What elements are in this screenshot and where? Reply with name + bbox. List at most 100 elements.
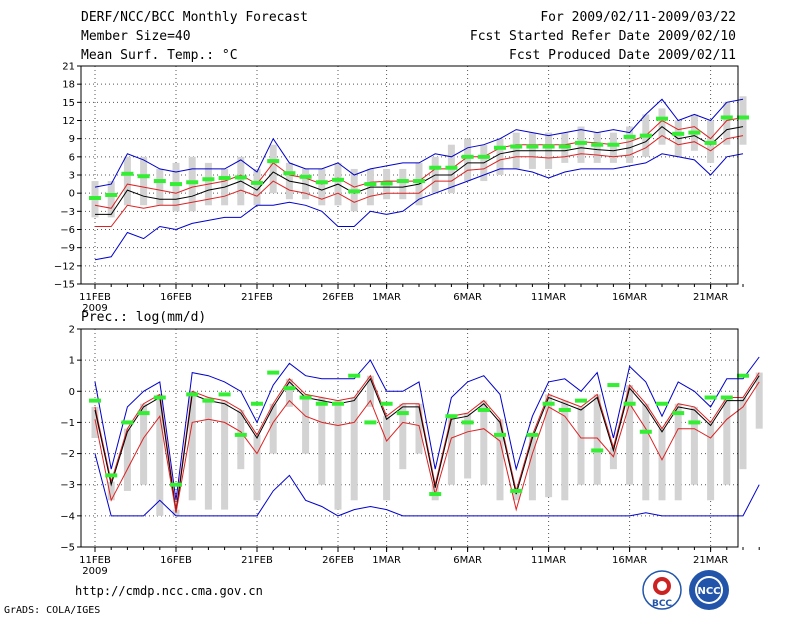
ensemble-bar bbox=[269, 144, 277, 194]
ensemble-bar bbox=[577, 406, 585, 485]
median-marker bbox=[623, 401, 636, 406]
y-tick-label: 1 bbox=[69, 356, 75, 367]
series-min-line bbox=[94, 453, 760, 517]
produced-date: Fcst Produced Date 2009/02/11 bbox=[509, 48, 736, 63]
median-marker bbox=[315, 401, 328, 406]
ensemble-bar bbox=[237, 409, 245, 470]
y-tick-label: 2 bbox=[69, 325, 75, 336]
y-tick-label: 18 bbox=[62, 80, 75, 91]
y-tick-label: −9 bbox=[60, 243, 75, 254]
y-tick-label: 21 bbox=[62, 62, 75, 73]
median-marker bbox=[558, 144, 571, 149]
ensemble-bar bbox=[399, 168, 407, 200]
median-marker bbox=[153, 395, 166, 400]
ensemble-bar bbox=[140, 156, 148, 206]
median-marker bbox=[380, 181, 393, 186]
ensemble-bar bbox=[285, 378, 293, 407]
median-marker bbox=[251, 180, 263, 185]
median-marker bbox=[413, 179, 425, 184]
ensemble-bar bbox=[107, 481, 115, 501]
median-marker bbox=[137, 174, 150, 179]
median-marker bbox=[461, 154, 474, 159]
ensemble-bar bbox=[334, 400, 342, 510]
x-tick-label: 21FEB bbox=[241, 292, 273, 303]
series-lower-line bbox=[94, 381, 760, 513]
ensemble-bar bbox=[221, 400, 229, 510]
median-marker bbox=[558, 407, 571, 412]
median-marker bbox=[704, 140, 717, 145]
x-tick-label: 11MAR bbox=[531, 292, 566, 303]
median-marker bbox=[720, 395, 733, 400]
ensemble-bar bbox=[123, 428, 131, 491]
median-marker bbox=[332, 177, 344, 182]
ensemble-bar bbox=[658, 428, 666, 501]
median-marker bbox=[445, 165, 458, 170]
ensemble-bar bbox=[626, 385, 634, 485]
ensemble-bar bbox=[172, 162, 180, 212]
x-tick-label: 11FEB bbox=[79, 292, 111, 303]
ensemble-bar bbox=[545, 394, 553, 498]
median-marker bbox=[461, 420, 474, 425]
y-tick-label: −12 bbox=[54, 261, 75, 272]
median-marker bbox=[704, 395, 717, 400]
ensemble-bar bbox=[528, 434, 536, 501]
median-marker bbox=[477, 407, 490, 412]
median-marker bbox=[591, 142, 604, 147]
ensemble-bar bbox=[609, 447, 617, 470]
median-marker bbox=[348, 189, 361, 194]
series-max-line bbox=[94, 98, 744, 188]
median-marker bbox=[672, 131, 685, 136]
x-tick-label: 11MAR bbox=[531, 555, 566, 566]
y-tick-label: −1 bbox=[60, 418, 75, 429]
median-marker bbox=[137, 411, 150, 416]
ensemble-bar bbox=[512, 490, 520, 501]
y-tick-label: −3 bbox=[60, 480, 75, 491]
variable-label: Mean Surf. Temp.: °C bbox=[81, 48, 238, 63]
x-tick-label: 21MAR bbox=[693, 292, 728, 303]
ensemble-bar bbox=[690, 406, 698, 485]
median-marker bbox=[89, 398, 101, 403]
median-marker bbox=[542, 144, 555, 149]
ensemble-bar bbox=[561, 400, 569, 501]
y-tick-label: 3 bbox=[69, 171, 75, 182]
year-label: 2009 bbox=[82, 303, 107, 314]
median-marker bbox=[607, 383, 620, 388]
x-tick-label: 1MAR bbox=[372, 555, 401, 566]
started-date: Fcst Started Refer Date 2009/02/10 bbox=[469, 29, 736, 44]
x-tick-label: 11FEB bbox=[79, 555, 111, 566]
ensemble-bar bbox=[302, 394, 310, 454]
median-marker bbox=[396, 411, 409, 416]
median-marker bbox=[445, 414, 458, 419]
forecast-period: For 2009/02/11-2009/03/22 bbox=[540, 10, 736, 25]
median-marker bbox=[526, 144, 539, 149]
median-marker bbox=[737, 373, 749, 378]
grads-credit: GrADS: COLA/IGES bbox=[4, 605, 101, 616]
y-tick-label: −5 bbox=[60, 543, 75, 554]
x-tick-label: 16MAR bbox=[612, 555, 647, 566]
median-marker bbox=[315, 180, 328, 185]
x-tick-label: 26FEB bbox=[322, 292, 354, 303]
median-marker bbox=[121, 420, 134, 425]
median-marker bbox=[186, 392, 199, 397]
median-marker bbox=[105, 473, 118, 478]
median-marker bbox=[429, 492, 442, 497]
median-marker bbox=[267, 370, 280, 375]
member-size-label: Member Size=40 bbox=[81, 29, 191, 44]
x-tick-label: 16FEB bbox=[160, 292, 192, 303]
x-tick-label: 16MAR bbox=[612, 292, 647, 303]
median-marker bbox=[299, 395, 312, 400]
median-marker bbox=[218, 176, 231, 181]
median-marker bbox=[153, 179, 166, 184]
plot-frame bbox=[80, 328, 739, 548]
ensemble-bar bbox=[626, 126, 634, 163]
ensemble-bar bbox=[593, 132, 601, 163]
y-tick-label: −6 bbox=[60, 225, 75, 236]
ensemble-bar bbox=[253, 434, 261, 501]
median-marker bbox=[575, 398, 587, 403]
median-marker bbox=[526, 432, 539, 437]
ensemble-bar bbox=[318, 397, 326, 485]
y-tick-label: −3 bbox=[60, 207, 75, 218]
median-marker bbox=[477, 154, 490, 159]
ensemble-bar bbox=[447, 416, 455, 485]
